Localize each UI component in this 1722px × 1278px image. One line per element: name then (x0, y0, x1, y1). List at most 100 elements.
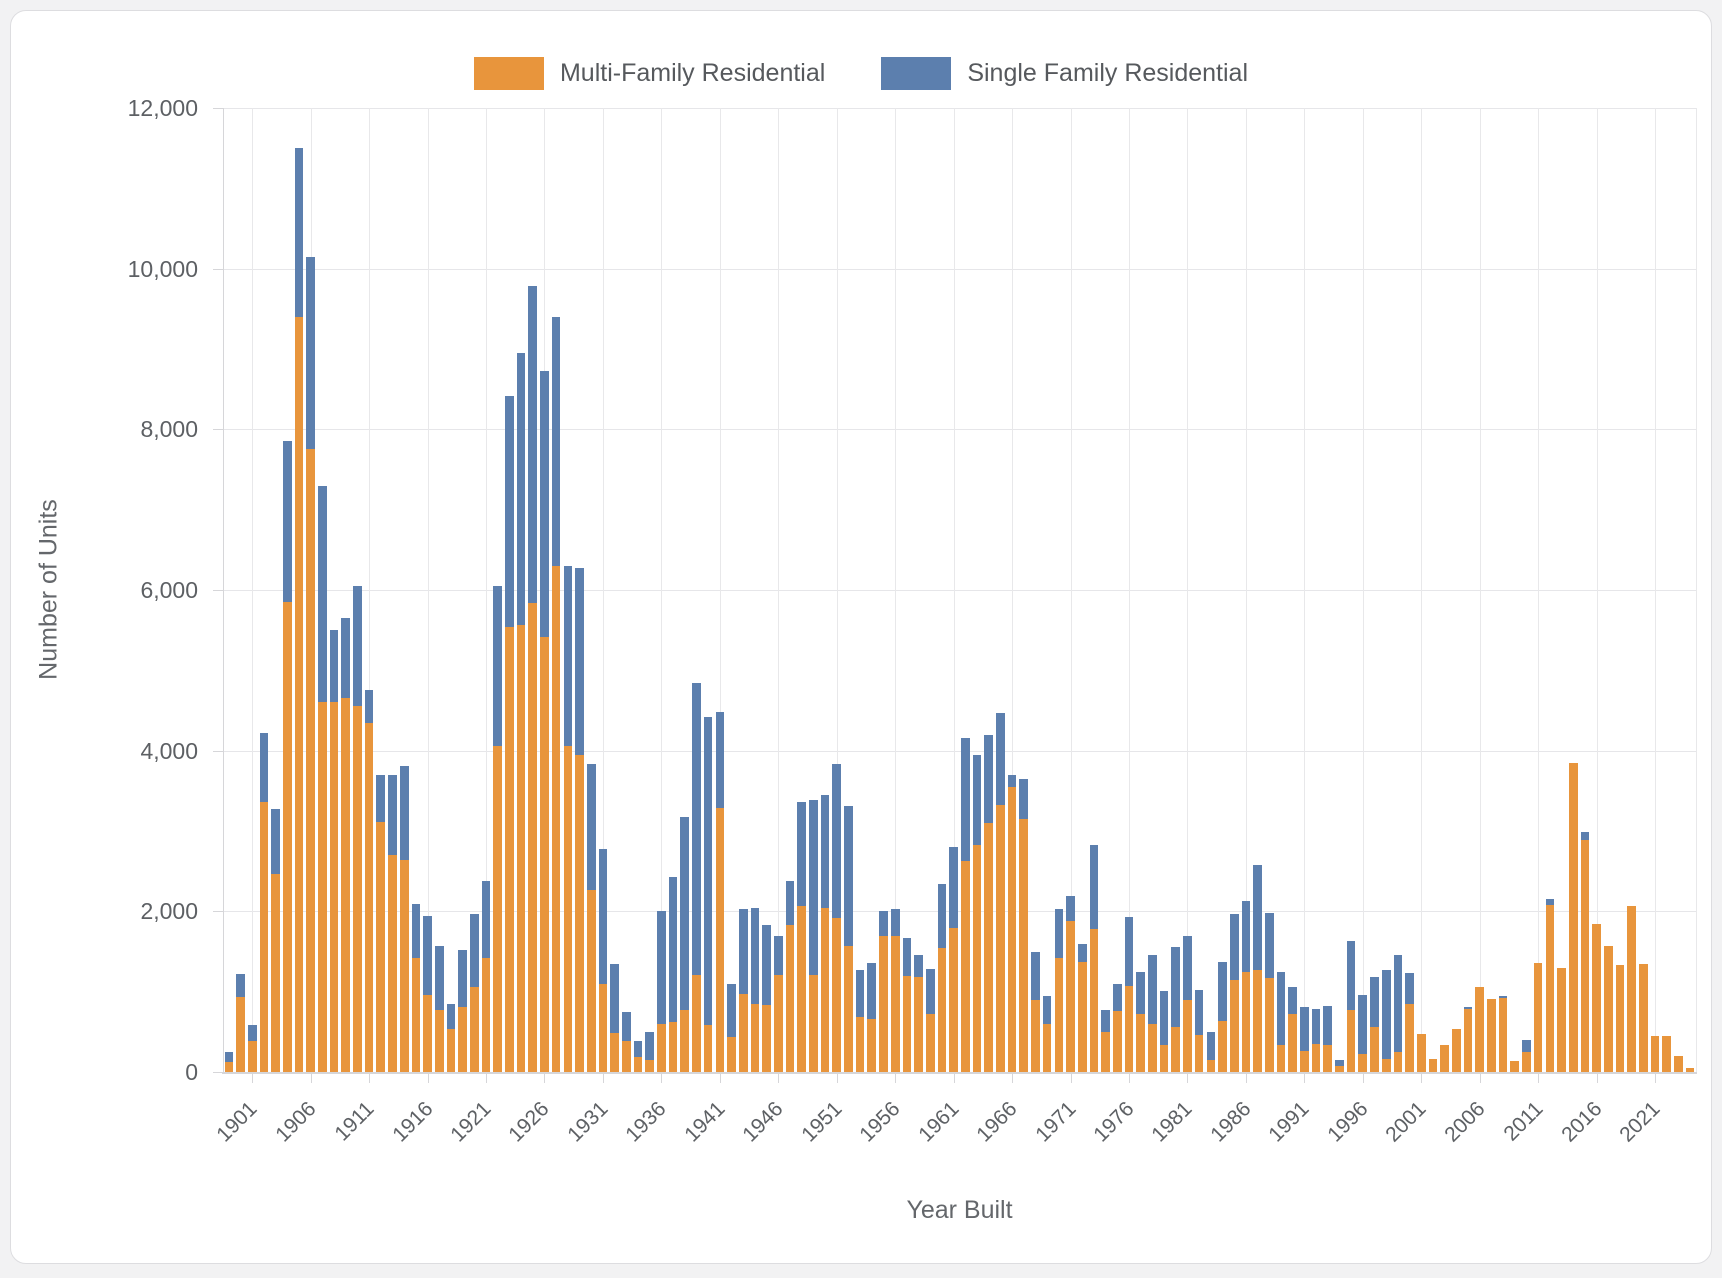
bar-multi-family-2016 (1592, 924, 1601, 1072)
bar-multi-family-1903 (271, 874, 280, 1072)
bar-multi-family-2012 (1545, 905, 1555, 1072)
bar-multi-family-1955 (879, 936, 888, 1072)
bar-multi-family-2000 (1405, 1003, 1414, 1072)
bar-multi-family-1931 (598, 983, 608, 1072)
bar-multi-family-1970 (1054, 957, 1064, 1072)
bar-single-family-2008 (1498, 995, 1508, 999)
bar-multi-family-1944 (750, 1003, 760, 1072)
bar-single-family-2005 (1463, 1006, 1473, 1010)
bar-multi-family-1979 (1159, 1045, 1169, 1072)
bar-multi-family-1935 (645, 1059, 655, 1072)
bar-single-family-1960 (937, 884, 947, 949)
bar-multi-family-1998 (1381, 1059, 1391, 1072)
bar-single-family-1980 (1171, 947, 1181, 1027)
bar-single-family-1989 (1276, 971, 1286, 1045)
y-tick-label: 10,000 (127, 255, 198, 282)
bar-multi-family-1962 (961, 860, 970, 1072)
bar-single-family-1955 (879, 910, 888, 937)
y-tick-mark (213, 590, 223, 591)
plot-right-gridline (1696, 108, 1697, 1072)
x-tick-mark (1129, 1074, 1130, 1083)
bar-multi-family-1939 (692, 974, 701, 1072)
bar-multi-family-1915 (411, 958, 421, 1072)
bar-multi-family-1991 (1300, 1050, 1309, 1072)
bar-multi-family-1992 (1311, 1043, 1321, 1072)
bar-multi-family-2018 (1615, 964, 1625, 1072)
y-tick-label: 6,000 (140, 577, 198, 603)
x-tick-mark (1538, 1074, 1540, 1083)
x-tick-mark (544, 1074, 546, 1083)
bar-single-family-1973 (1089, 844, 1099, 930)
bar-multi-family-1938 (680, 1010, 690, 1072)
y-tick-mark (213, 750, 223, 752)
bar-single-family-1961 (949, 847, 958, 929)
bar-multi-family-1933 (621, 1041, 631, 1072)
bar-single-family-1903 (271, 809, 280, 875)
bar-multi-family-1921 (481, 958, 491, 1072)
x-gridline (1421, 108, 1423, 1072)
bar-multi-family-1980 (1171, 1027, 1181, 1072)
x-gridline (1304, 108, 1306, 1072)
bar-single-family-1970 (1054, 909, 1064, 958)
legend-item-multi-family: Multi-Family Residential (473, 57, 826, 90)
bar-multi-family-1927 (551, 565, 561, 1072)
x-gridline (1012, 108, 1014, 1072)
bar-single-family-1936 (657, 911, 666, 1024)
bar-single-family-1976 (1124, 916, 1134, 987)
bar-multi-family-2013 (1557, 968, 1566, 1072)
bar-single-family-1982 (1194, 990, 1204, 1036)
bar-single-family-1996 (1358, 995, 1368, 1055)
y-tick-label: 4,000 (140, 737, 198, 764)
y-gridline (223, 429, 1696, 431)
bar-multi-family-1997 (1370, 1027, 1379, 1072)
bar-multi-family-1902 (259, 802, 269, 1072)
x-gridline (1129, 108, 1130, 1072)
chart-card: Multi-Family Residential Single Family R… (10, 10, 1712, 1264)
bar-single-family-1918 (446, 1003, 456, 1029)
bar-single-family-1991 (1300, 1007, 1309, 1051)
bar-single-family-1972 (1077, 944, 1087, 962)
bar-multi-family-1963 (972, 844, 982, 1072)
bar-single-family-1923 (505, 395, 514, 627)
y-gridline (223, 268, 1696, 270)
bar-multi-family-1924 (516, 624, 526, 1072)
bar-multi-family-1984 (1218, 1020, 1227, 1072)
bar-multi-family-1995 (1346, 1009, 1356, 1072)
bar-multi-family-1986 (1241, 971, 1251, 1072)
bar-multi-family-1981 (1183, 1000, 1192, 1072)
x-gridline (1538, 108, 1540, 1072)
bar-multi-family-1974 (1101, 1032, 1110, 1072)
bar-multi-family-1988 (1264, 978, 1274, 1072)
single-family-swatch-icon (881, 57, 952, 90)
bar-multi-family-2020 (1639, 963, 1648, 1072)
legend-label: Multi-Family Residential (559, 59, 826, 87)
bar-single-family-1968 (1031, 951, 1040, 1000)
bar-multi-family-1990 (1288, 1013, 1297, 1072)
bar-single-family-1930 (586, 763, 596, 891)
x-tick-mark (1187, 1074, 1189, 1083)
bar-multi-family-1956 (890, 936, 900, 1072)
bar-single-family-1983 (1206, 1032, 1216, 1061)
x-axis-title: Year Built (906, 1196, 1013, 1224)
bar-single-family-1928 (563, 565, 573, 746)
bar-single-family-1943 (738, 909, 748, 994)
y-gridline (223, 590, 1696, 591)
bar-multi-family-1934 (633, 1057, 643, 1072)
bar-multi-family-1926 (540, 636, 549, 1072)
bar-multi-family-1952 (844, 946, 853, 1072)
bar-single-family-2015 (1580, 831, 1590, 841)
x-gridline (1479, 108, 1481, 1072)
bar-multi-family-2010 (1522, 1051, 1531, 1072)
bar-multi-family-1904 (282, 602, 292, 1072)
bar-single-family-1908 (329, 630, 339, 703)
bar-multi-family-1985 (1229, 980, 1239, 1072)
bar-multi-family-1929 (575, 754, 584, 1072)
bar-multi-family-2004 (1452, 1029, 1461, 1072)
bar-multi-family-1900 (236, 997, 245, 1072)
x-tick-mark (1479, 1074, 1481, 1083)
x-axis-line (222, 1072, 1697, 1074)
bar-single-family-1949 (809, 799, 818, 975)
bar-single-family-1962 (961, 737, 970, 861)
bar-multi-family-1976 (1124, 986, 1134, 1072)
bar-multi-family-1937 (668, 1022, 678, 1072)
